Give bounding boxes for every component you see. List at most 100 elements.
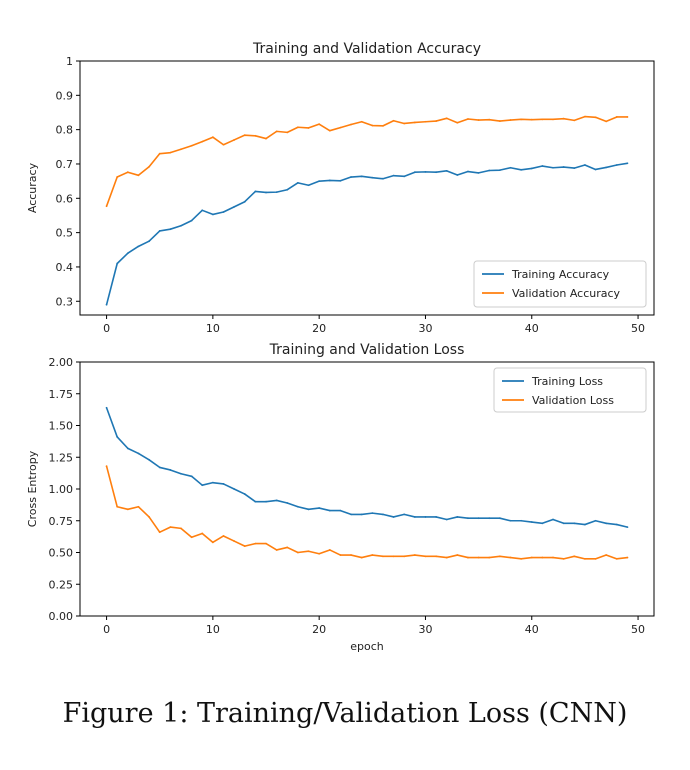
chart-0-series-0-point: [286, 188, 289, 191]
chart-0-series-0-point: [350, 176, 352, 178]
chart-0-series-0-point: [297, 181, 299, 184]
chart-1-series-0-point: [297, 505, 299, 508]
chart-0-series-0-point: [137, 245, 140, 248]
chart-0-series-0-point: [105, 303, 108, 306]
chart-1-series-0-point: [626, 526, 629, 528]
chart-1-series-1-point: [573, 555, 576, 558]
chart-0-series-0-point: [275, 191, 278, 194]
chart-1-series-1-point: [265, 542, 267, 545]
chart-1-series-1-point: [169, 526, 172, 528]
chart-0-series-0-point: [488, 169, 491, 172]
chart-1-series-0-point: [552, 518, 554, 521]
chart-1-series-0-point: [350, 513, 352, 516]
chart-1-series-1-point: [126, 508, 129, 511]
chart-0-series-1-point: [169, 151, 172, 154]
chart-1-ytick-label: 0.75: [49, 515, 74, 528]
chart-1-series-0-point: [456, 516, 459, 518]
chart-0-series-1-point: [520, 118, 523, 121]
chart-0-series-1-point: [201, 140, 204, 143]
chart-0-series-1-point: [509, 119, 512, 121]
chart-0-series-1-point: [297, 126, 299, 129]
chart-0-legend-box: [473, 260, 647, 308]
chart-1-xtick-label: 10: [206, 623, 220, 636]
chart-1-series-0-point: [467, 517, 469, 520]
chart-0-series-0-point: [243, 200, 246, 203]
chart-0-series-1-point: [350, 123, 352, 126]
chart-0-series-1-point: [382, 124, 384, 127]
chart-0-series-0-point: [328, 179, 331, 182]
chart-1-series-0-point: [243, 493, 246, 495]
chart-0-series-0-point: [584, 164, 586, 166]
chart-0-series-0-point: [605, 166, 608, 169]
chart-0-series-0-point: [360, 175, 363, 178]
chart-0-series-1-point: [477, 119, 480, 121]
chart-0-series-0-point: [254, 190, 257, 193]
chart-0-title: Training and Validation Accuracy: [252, 41, 481, 57]
chart-0-series-1-point: [605, 120, 608, 123]
chart-0-series-1-point: [371, 124, 374, 127]
chart-1-series-0-point: [180, 472, 182, 475]
chart-1-series-1-point: [584, 557, 586, 560]
chart-1-series-1-point: [222, 535, 225, 537]
chart-0-series-0-point: [148, 240, 150, 243]
chart-0-series-1-line: [105, 115, 628, 207]
chart-0-series-0-point: [435, 171, 437, 174]
chart-1-series-1-point: [424, 555, 427, 558]
chart-0-series-1-point: [467, 118, 469, 120]
chart-1-series-0-point: [105, 406, 108, 409]
chart-1-series-0-point: [318, 507, 321, 509]
chart-1-series-0-point: [605, 522, 608, 525]
chart-0-series-0-point: [265, 191, 267, 194]
chart-1-series-1-point: [594, 557, 597, 560]
chart-1-series-0-point: [190, 475, 193, 478]
chart-0-series-1-point: [275, 130, 278, 133]
chart-1-xtick-label: 50: [631, 623, 645, 636]
chart-1-series-1-point: [211, 541, 214, 544]
chart-0-series-0-point: [520, 168, 523, 171]
chart-1-ytick-label: 0.00: [49, 610, 74, 623]
chart-1-series-0-point: [392, 516, 395, 518]
chart-0-series-0-point: [552, 166, 554, 169]
chart-0-series-0-point: [541, 165, 544, 167]
chart-1-series-1-point: [382, 555, 384, 558]
chart-1-series-1-point: [180, 527, 182, 530]
chart-0-series-1-point: [413, 121, 416, 124]
chart-0-series-1-point: [594, 116, 597, 119]
chart-0-series-1-point: [626, 116, 629, 118]
chart-0-series-0-point: [456, 174, 459, 176]
chart-0-series-1-point: [265, 137, 267, 140]
chart-0-series-0-point: [201, 209, 204, 212]
chart-0-legend-label-1: Validation Accuracy: [512, 287, 621, 300]
chart-0-series-1-point: [615, 116, 618, 118]
chart-0-series-1-point: [456, 121, 459, 124]
chart-0-series-1-point: [403, 122, 406, 125]
chart-1-series-1-point: [456, 554, 459, 556]
chart-1-ytick-label: 0.25: [49, 578, 74, 591]
chart-1-xtick-label: 20: [312, 623, 326, 636]
chart-1-series-1-point: [435, 555, 437, 558]
chart-1-legend-box: [493, 367, 647, 413]
chart-0-series-1-point: [392, 119, 395, 122]
chart-1-series-1-point: [243, 545, 246, 548]
chart-1-series-0-point: [413, 516, 416, 518]
chart-0-series-0-point: [626, 162, 629, 165]
chart-1-ylabel: Cross Entropy: [26, 450, 39, 527]
chart-1-series-0-point: [424, 516, 427, 518]
chart-1-series-1-point: [148, 516, 150, 518]
chart-0-series-1-point: [243, 134, 246, 137]
chart-0-series-1-point: [541, 118, 544, 121]
chart-0-xtick-label: 0: [103, 322, 110, 335]
chart-0-series-1-point: [339, 126, 342, 129]
chart-1-series-1-point: [605, 554, 608, 556]
chart-0-series-1-point: [552, 118, 554, 121]
chart-1-legend-label-1: Validation Loss: [532, 394, 614, 407]
chart-0-series-0-point: [594, 168, 597, 171]
chart-1-series-0-point: [477, 517, 480, 520]
chart-1-series-0-point: [498, 517, 501, 520]
chart-0-xtick-label: 40: [525, 322, 539, 335]
chart-1-series-0-point: [573, 522, 576, 525]
chart-1-series-0-point: [201, 484, 204, 487]
chart-0-series-1-point: [424, 120, 427, 123]
chart-0-series-0-point: [530, 167, 533, 170]
chart-0-series-1-point: [254, 134, 257, 137]
